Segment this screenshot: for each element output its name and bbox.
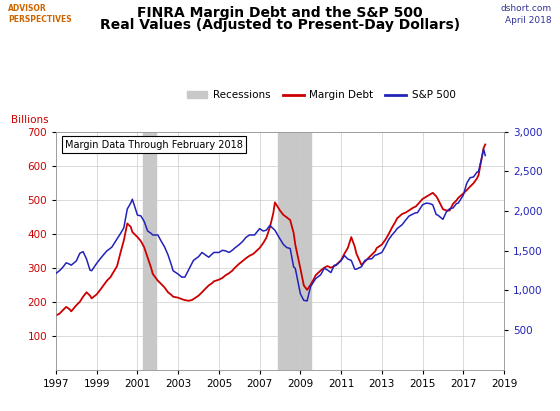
- Bar: [143, 132, 156, 370]
- Text: FINRA Margin Debt and the S&P 500: FINRA Margin Debt and the S&P 500: [137, 6, 423, 20]
- Text: dshort.com
April 2018: dshort.com April 2018: [501, 4, 552, 25]
- Legend: Recessions, Margin Debt, S&P 500: Recessions, Margin Debt, S&P 500: [186, 90, 455, 100]
- Text: Real Values (Adjusted to Present-Day Dollars): Real Values (Adjusted to Present-Day Dol…: [100, 18, 460, 32]
- Text: Margin Data Through February 2018: Margin Data Through February 2018: [65, 140, 243, 150]
- Text: Billions: Billions: [11, 115, 49, 125]
- Text: ADVISOR
PERSPECTIVES: ADVISOR PERSPECTIVES: [8, 4, 72, 24]
- Bar: [278, 132, 311, 370]
